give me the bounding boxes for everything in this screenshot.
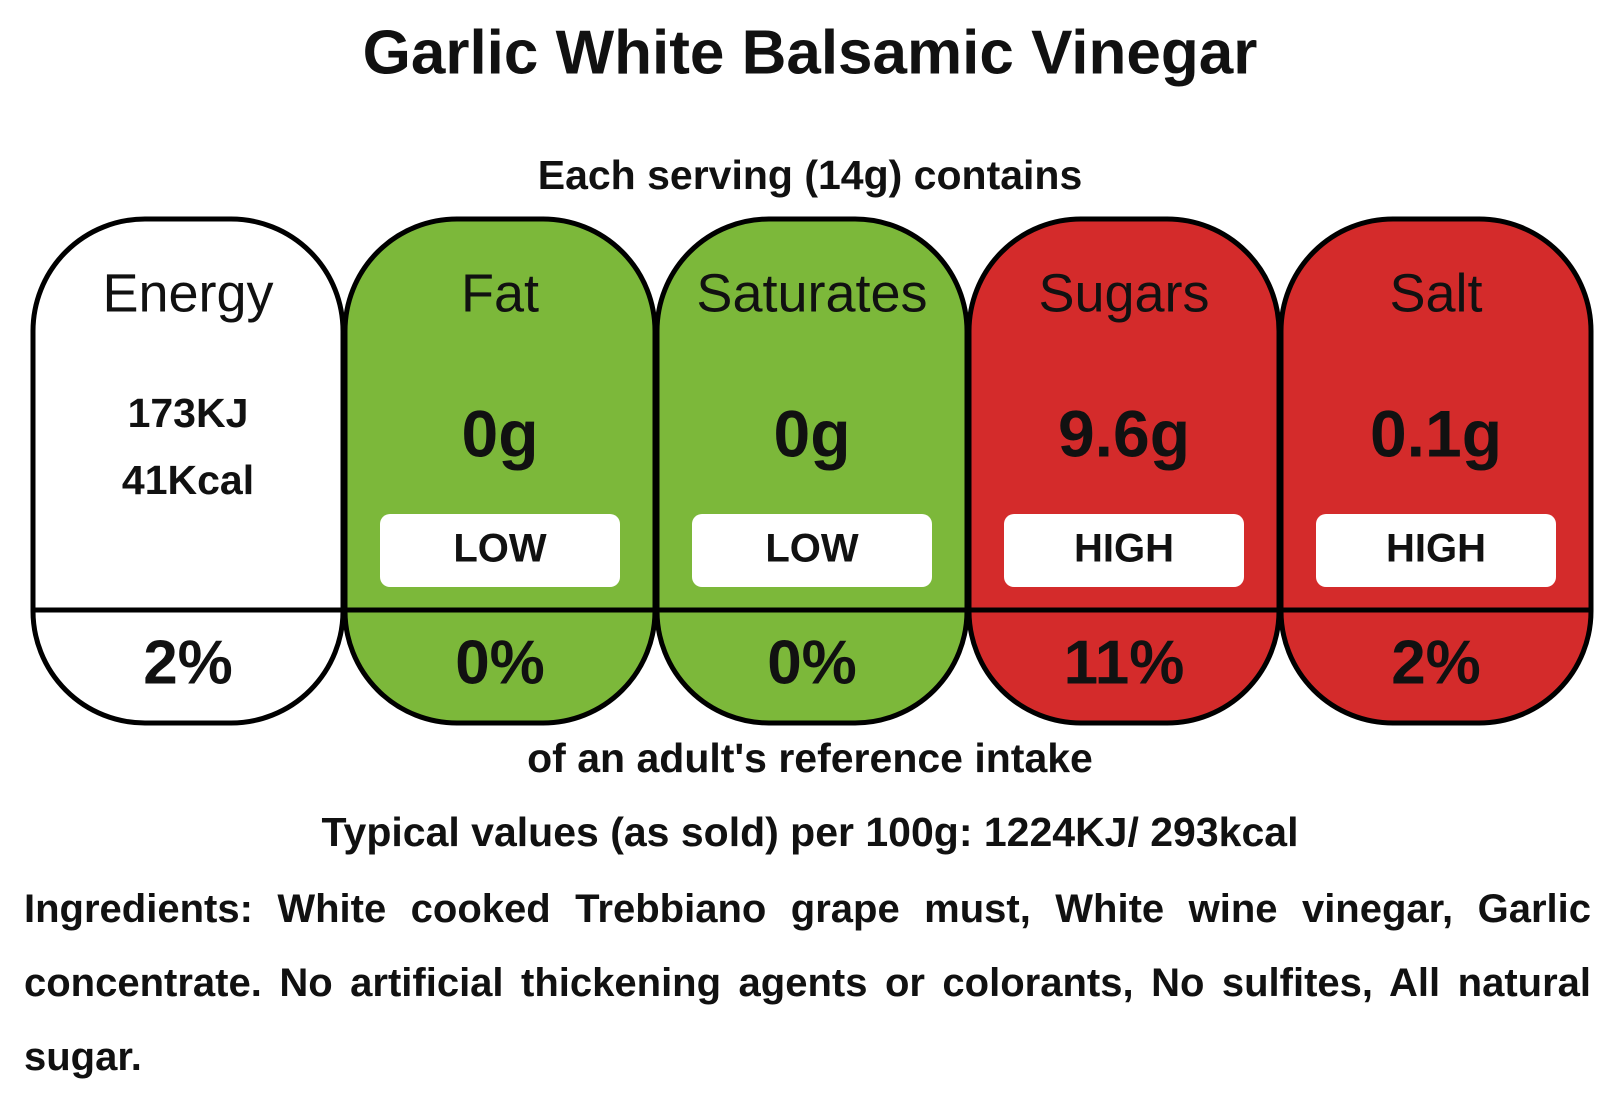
typical-values: Typical values (as sold) per 100g: 1224K…	[322, 809, 1299, 855]
level-badge	[1004, 514, 1244, 587]
nutrient-name: Energy	[102, 263, 273, 323]
level-badge	[380, 514, 620, 587]
column-box	[1278, 216, 1594, 726]
level: LOW	[453, 527, 547, 571]
amount: 9.6g	[1058, 396, 1190, 470]
nutrient-name: Salt	[1389, 263, 1482, 323]
percent: 2%	[1391, 628, 1481, 697]
amount: 0g	[773, 396, 850, 470]
serving-text: Each serving (14g) contains	[538, 152, 1083, 198]
nutrient-name: Sugars	[1038, 263, 1209, 323]
label: Garlic White Balsamic Vinegar Each servi…	[30, 18, 1594, 855]
nutrient-name: Fat	[461, 263, 539, 323]
nutrient-name: Saturates	[696, 263, 927, 323]
amount: 0.1g	[1370, 396, 1502, 470]
amount: 41Kcal	[122, 457, 254, 503]
reference-text: of an adult's reference intake	[527, 735, 1093, 781]
percent: 0%	[767, 628, 857, 697]
level: HIGH	[1386, 527, 1486, 571]
level: HIGH	[1074, 527, 1174, 571]
percent: 11%	[1064, 628, 1185, 697]
amount: 173KJ	[128, 390, 249, 436]
ingredients: Ingredients: White cooked Trebbiano grap…	[24, 887, 1591, 1079]
title: Garlic White Balsamic Vinegar	[363, 18, 1258, 87]
level: LOW	[765, 527, 859, 571]
level-badge	[692, 514, 932, 587]
amount: 0g	[461, 396, 538, 470]
percent: 0%	[455, 628, 545, 697]
percent: 2%	[143, 628, 233, 697]
level-badge	[1316, 514, 1556, 587]
